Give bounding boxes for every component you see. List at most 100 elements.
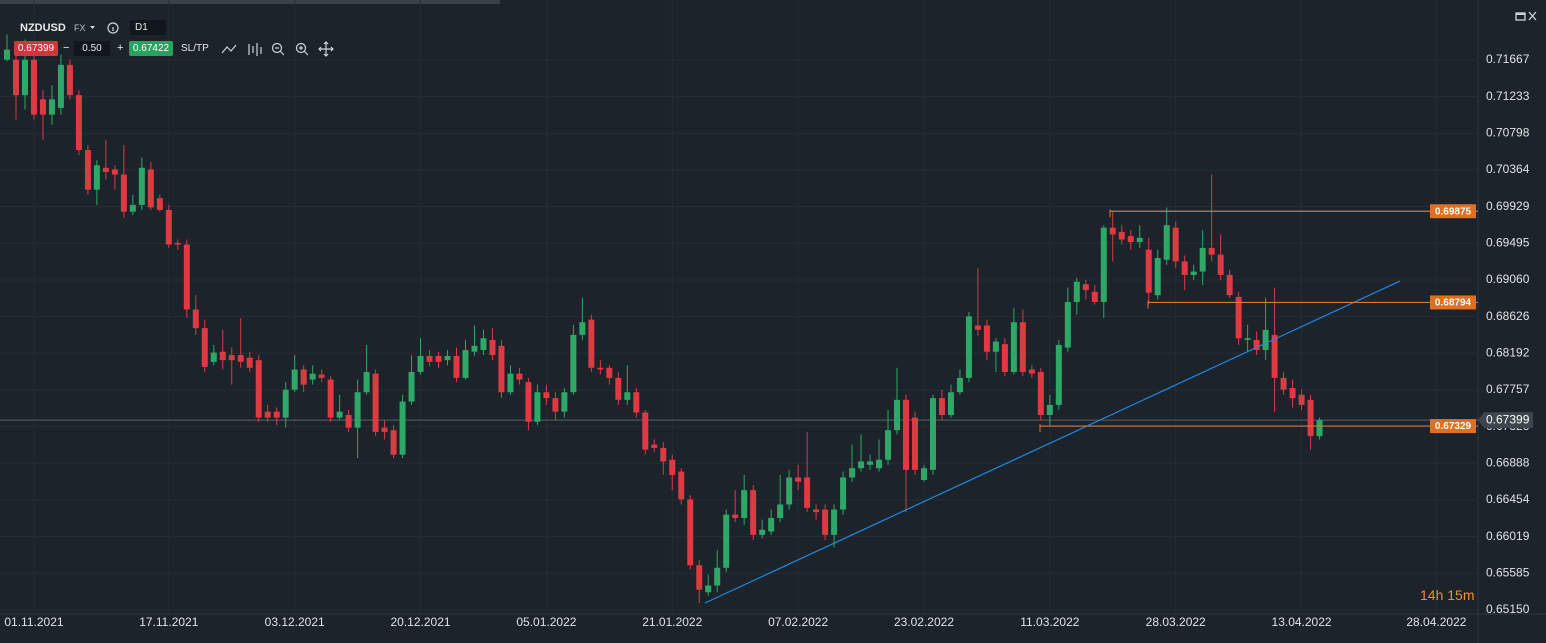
sl-tp[interactable]: SL/TP xyxy=(181,43,209,54)
candle-body xyxy=(759,529,766,535)
zoom-out-icon[interactable] xyxy=(271,42,283,54)
y-tick-label: 0.66019 xyxy=(1486,529,1530,543)
current-price-label: 0.67399 xyxy=(1486,412,1530,426)
candle-body xyxy=(156,198,163,210)
candle-body xyxy=(965,316,972,378)
candle-body xyxy=(786,477,793,505)
candle-body xyxy=(929,398,936,470)
candle-body xyxy=(678,471,685,500)
candle-body xyxy=(714,567,721,586)
x-tick-label: 28.03.2022 xyxy=(1146,615,1206,629)
candle-body xyxy=(579,322,586,335)
candle-body xyxy=(39,99,46,115)
candle-body xyxy=(309,373,316,380)
candle-body xyxy=(426,355,433,362)
candle-body xyxy=(588,319,595,368)
candle-body xyxy=(408,371,415,402)
candle-body xyxy=(273,411,280,418)
level-label: 0.67329 xyxy=(1435,421,1472,432)
candle-body xyxy=(741,490,748,518)
y-tick-label: 0.68626 xyxy=(1486,309,1530,323)
candle-body xyxy=(84,150,91,190)
countdown: 14h 15m xyxy=(1420,587,1475,603)
candle-body xyxy=(1217,254,1224,275)
x-tick-label: 01.11.2021 xyxy=(4,615,63,629)
candle-body xyxy=(228,355,235,361)
candle-body xyxy=(1037,371,1044,416)
window-controls xyxy=(1515,11,1537,21)
indicators-icon[interactable] xyxy=(248,43,262,56)
candle-body xyxy=(327,379,334,418)
candle-body xyxy=(4,49,10,60)
spread-plus[interactable]: + xyxy=(117,42,124,54)
spread-minus[interactable]: − xyxy=(63,42,70,54)
trend-line[interactable] xyxy=(704,280,1401,604)
candle-body xyxy=(453,355,460,378)
candle-body xyxy=(390,430,397,455)
candle-body xyxy=(48,99,55,115)
candle-body xyxy=(1010,322,1017,372)
y-tick-label: 0.67757 xyxy=(1486,382,1530,396)
candle-body xyxy=(219,351,226,361)
candle-body xyxy=(12,59,19,96)
candle-body xyxy=(534,392,541,422)
pan-icon[interactable] xyxy=(318,41,334,57)
candle-body xyxy=(1127,236,1134,243)
toolbar-icons xyxy=(90,22,334,57)
candle-body xyxy=(525,382,532,422)
candle-body xyxy=(138,167,145,205)
candle-body xyxy=(920,468,927,481)
candle-body xyxy=(669,459,676,475)
zoom-in-icon[interactable] xyxy=(295,42,307,54)
candle-body xyxy=(399,401,406,455)
candle-body xyxy=(147,169,154,208)
candle-body xyxy=(471,345,478,352)
y-tick-label: 0.71233 xyxy=(1486,89,1530,103)
candle-body xyxy=(1154,258,1161,296)
plot xyxy=(4,34,1323,604)
candle-body xyxy=(1145,249,1152,293)
x-tick-label: 05.01.2022 xyxy=(516,615,576,629)
dropdown-arrow[interactable] xyxy=(90,26,95,29)
candle-body xyxy=(543,392,550,399)
candle-body xyxy=(480,338,487,351)
candle-body xyxy=(1208,247,1215,255)
candle-body xyxy=(750,490,757,535)
candle-body xyxy=(1253,339,1260,351)
market: FX xyxy=(74,23,86,33)
candle-body xyxy=(21,59,28,96)
candle-body xyxy=(642,412,649,450)
candle-body xyxy=(1028,369,1035,374)
bid-price[interactable]: 0.67399 xyxy=(14,41,58,56)
line-chart-icon[interactable] xyxy=(221,44,237,54)
candle-body xyxy=(57,64,64,108)
candle-body xyxy=(1055,344,1062,405)
candle-body xyxy=(992,341,999,352)
ask-price[interactable]: 0.67422 xyxy=(129,41,173,56)
level-label: 0.69875 xyxy=(1435,206,1472,217)
zoom-out-icon xyxy=(275,47,285,56)
info-icon[interactable] xyxy=(107,22,119,34)
candle-body xyxy=(651,444,658,448)
level-label-box xyxy=(1430,295,1476,310)
x-tick-label: 21.01.2022 xyxy=(642,615,702,629)
candle-body xyxy=(165,209,172,245)
y-tick-label: 0.69929 xyxy=(1486,199,1530,213)
candle-body xyxy=(768,517,775,532)
x-tick-label: 11.03.2022 xyxy=(1020,615,1079,629)
candle-body xyxy=(264,411,271,418)
level-label-box xyxy=(1430,204,1476,219)
x-tick-label: 23.02.2022 xyxy=(894,615,954,629)
candle-body xyxy=(687,499,694,566)
candle-body xyxy=(1280,377,1287,390)
timeframe[interactable]: D1 xyxy=(130,20,166,35)
candle-body xyxy=(300,369,307,385)
symbol[interactable]: NZDUSD xyxy=(20,22,66,34)
candle-body xyxy=(552,398,559,412)
candle-body xyxy=(345,415,352,428)
candle-body xyxy=(1046,404,1053,416)
candle-body xyxy=(894,399,901,431)
close-button[interactable] xyxy=(1528,11,1537,21)
level-label: 0.68794 xyxy=(1435,298,1472,309)
candle-body xyxy=(777,504,784,518)
